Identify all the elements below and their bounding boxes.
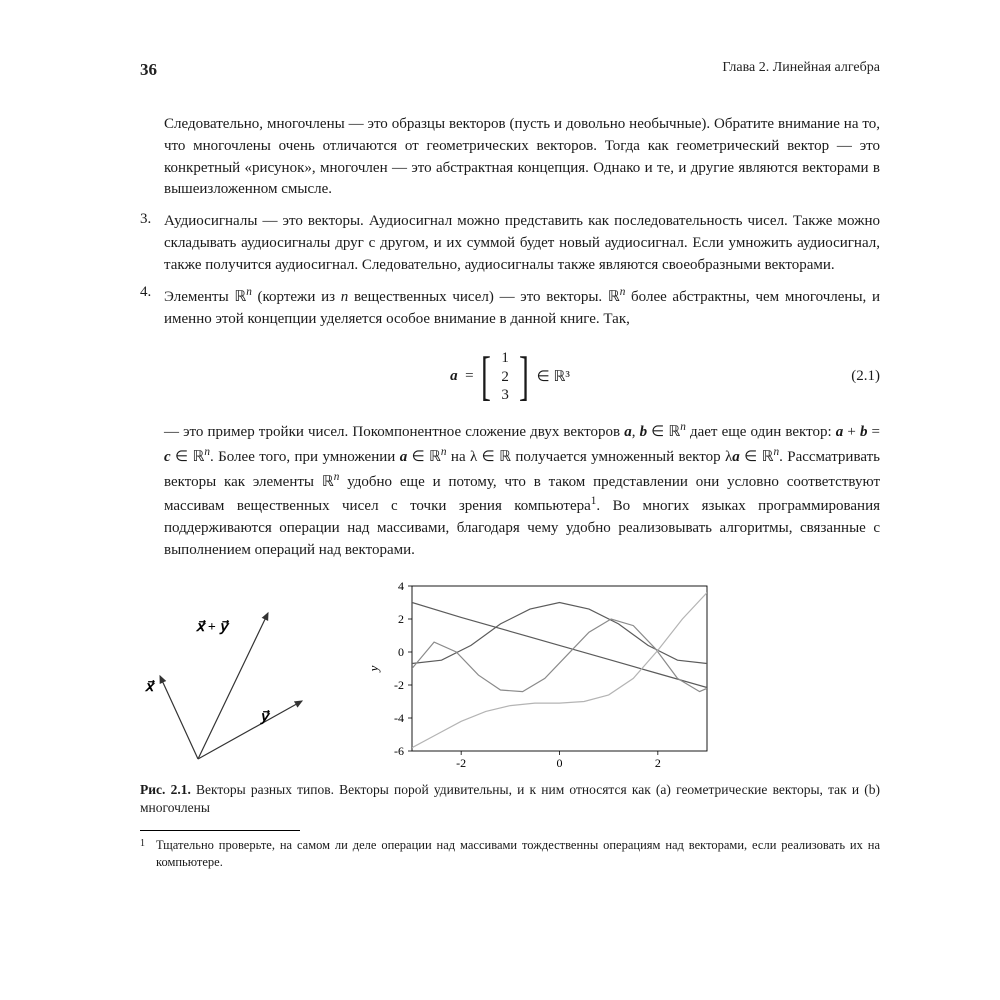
svg-text:-2: -2 bbox=[456, 756, 466, 770]
list-body: Аудиосигналы — это векторы. Аудиосигнал … bbox=[164, 211, 880, 276]
svg-text:x: x bbox=[556, 769, 563, 771]
page-number: 36 bbox=[140, 60, 157, 80]
matrix-entry: 3 bbox=[501, 386, 509, 405]
chapter-title: Глава 2. Линейная алгебра bbox=[722, 60, 880, 80]
intro-paragraph: Следовательно, многочлены — это образцы … bbox=[164, 114, 880, 201]
svg-text:y: y bbox=[366, 665, 381, 673]
equation-2-1: a = [ 1 2 3 ] ∈ ℝ³ (2.1) bbox=[140, 349, 880, 405]
list-item-4: 4. Элементы ℝn (кортежи из n вещественны… bbox=[140, 284, 880, 331]
matrix-entry: 1 bbox=[501, 349, 509, 368]
figure-polynomial-chart: -6 -4 -2 0 2 4 -2 0 2 x y bbox=[360, 576, 720, 771]
svg-text:-4: -4 bbox=[394, 711, 404, 725]
svg-text:0: 0 bbox=[398, 645, 404, 659]
eq-lhs: a bbox=[450, 368, 458, 384]
figure-caption: Рис. 2.1. Векторы разных типов. Векторы … bbox=[140, 781, 880, 817]
eq-space: ℝ³ bbox=[553, 369, 569, 385]
svg-text:y⃗: y⃗ bbox=[260, 710, 271, 725]
svg-text:0: 0 bbox=[557, 756, 563, 770]
figure-vectors: x⃗ y⃗ x⃗ + y⃗ bbox=[140, 601, 330, 771]
after-eq-paragraph: — это пример тройки чисел. Покомпонентно… bbox=[164, 419, 880, 562]
figure-row: x⃗ y⃗ x⃗ + y⃗ -6 -4 -2 0 2 4 -2 0 2 x y bbox=[140, 576, 880, 771]
column-vector: [ 1 2 3 ] bbox=[477, 349, 532, 405]
list-number: 4. bbox=[140, 284, 164, 331]
matrix-entry: 2 bbox=[501, 368, 509, 387]
svg-text:2: 2 bbox=[398, 612, 404, 626]
footnote-text: Тщательно проверьте, на самом ли деле оп… bbox=[156, 837, 880, 871]
svg-text:-2: -2 bbox=[394, 678, 404, 692]
svg-text:4: 4 bbox=[398, 579, 404, 593]
caption-label: Рис. 2.1. bbox=[140, 782, 191, 797]
caption-text: Векторы разных типов. Векторы порой удив… bbox=[140, 782, 880, 815]
footnote-number: 1 bbox=[140, 837, 156, 871]
svg-text:x⃗: x⃗ bbox=[144, 680, 156, 695]
list-number: 3. bbox=[140, 211, 164, 276]
list-body: Элементы ℝn (кортежи из n вещественных ч… bbox=[164, 284, 880, 331]
svg-text:-6: -6 bbox=[394, 744, 404, 758]
list-item-3: 3. Аудиосигналы — это векторы. Аудиосигн… bbox=[140, 211, 880, 276]
footnote-rule bbox=[140, 830, 300, 831]
svg-text:x⃗ + y⃗: x⃗ + y⃗ bbox=[195, 620, 230, 635]
svg-text:2: 2 bbox=[655, 756, 661, 770]
running-header: 36 Глава 2. Линейная алгебра bbox=[140, 60, 880, 80]
footnote: 1 Тщательно проверьте, на самом ли деле … bbox=[140, 837, 880, 871]
equation-number: (2.1) bbox=[851, 368, 880, 385]
